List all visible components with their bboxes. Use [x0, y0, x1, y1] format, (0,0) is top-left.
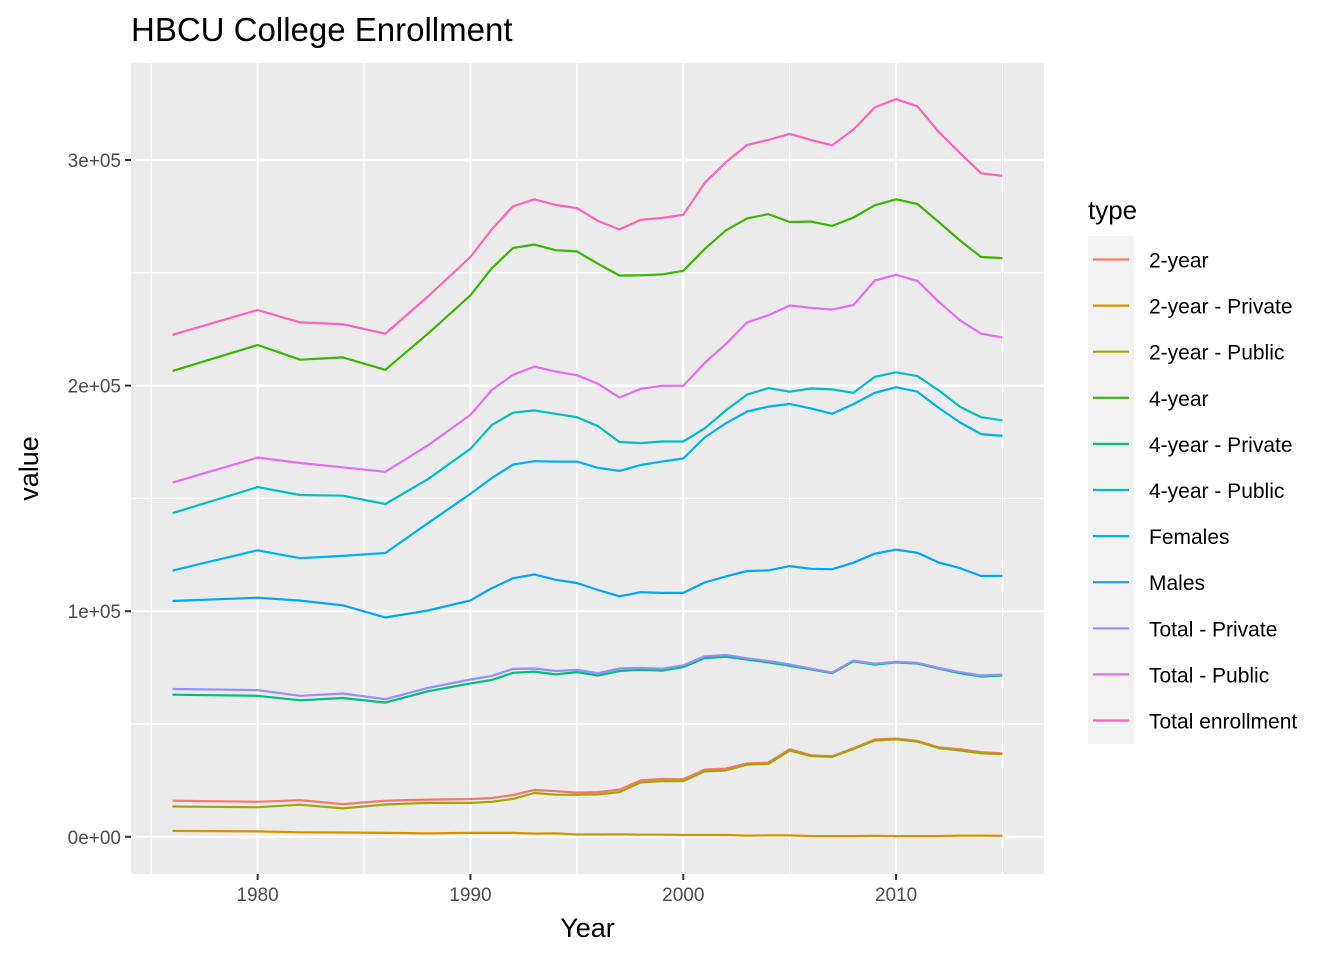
legend-label-4-year: 4-year	[1149, 388, 1209, 411]
series-line-total-public	[172, 273, 1003, 484]
minor-gridlines	[131, 63, 1044, 874]
legend: type 2-year 2-year - Private 2-year - Publ…	[1088, 195, 1297, 744]
series-line-2-year-public	[172, 738, 1003, 810]
x-tick-label: 2010	[875, 885, 917, 906]
x-tick-label: 1980	[236, 885, 278, 906]
x-tick-label: 2000	[662, 885, 704, 906]
chart-title: HBCU College Enrollment	[131, 11, 512, 48]
y-tick-label: 3e+05	[68, 151, 121, 172]
legend-title: type	[1088, 195, 1137, 225]
legend-label-2-year: 2-year	[1149, 250, 1209, 273]
legend-label-4-year-private: 4-year - Private	[1149, 434, 1293, 457]
x-tick-label: 1990	[449, 885, 491, 906]
y-tick-label: 2e+05	[68, 377, 121, 398]
legend-label-males: Males	[1149, 572, 1205, 595]
x-axis-title: Year	[560, 913, 615, 943]
series-line-4-year	[172, 198, 1003, 372]
y-tick-label: 0e+00	[68, 828, 121, 849]
series-lines	[172, 97, 1003, 838]
plot-panel	[131, 63, 1044, 874]
series-line-females	[172, 386, 1003, 572]
y-axis-title: value	[14, 436, 44, 501]
y-axis: 0e+00 1e+05 2e+05 3e+05	[68, 151, 131, 849]
legend-label-4-year-public: 4-year - Public	[1149, 480, 1284, 503]
series-line-males	[172, 548, 1003, 619]
legend-label-total-enrollment: Total enrollment	[1149, 711, 1297, 734]
x-axis: 1980 1990 2000 2010	[236, 874, 917, 906]
y-tick-label: 1e+05	[68, 602, 121, 623]
series-line-total-private	[172, 653, 1003, 701]
legend-label-females: Females	[1149, 526, 1230, 549]
legend-label-total-public: Total - Public	[1149, 664, 1269, 687]
legend-label-2-year-public: 2-year - Public	[1149, 342, 1284, 365]
series-line-total-enrollment	[172, 97, 1003, 336]
series-line-4-year-public	[172, 371, 1003, 515]
series-line-2-year-private	[172, 829, 1003, 838]
legend-label-2-year-private: 2-year - Private	[1149, 296, 1293, 319]
legend-label-total-private: Total - Private	[1149, 618, 1277, 641]
